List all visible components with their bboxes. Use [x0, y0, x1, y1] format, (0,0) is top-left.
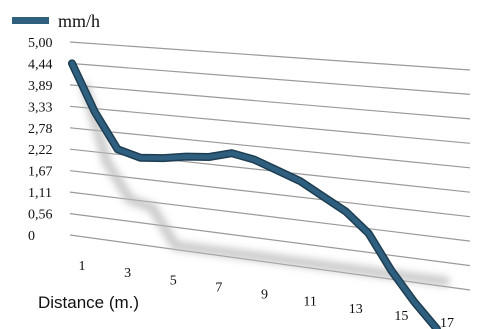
x-tick-label: 13: [349, 302, 363, 317]
data-point: [276, 169, 278, 171]
y-tick-label: 0: [28, 229, 35, 244]
x-tick-label: 9: [261, 288, 268, 303]
x-axis-ticks: 1 3 5 7 9 11 13 15 17: [79, 259, 455, 329]
x-tick-label: 3: [124, 266, 131, 281]
legend-label: mm/h: [58, 11, 100, 31]
data-point: [185, 156, 187, 158]
data-point: [94, 111, 96, 113]
data-point: [71, 62, 73, 64]
y-tick-label: 5,00: [28, 36, 53, 51]
grid-line: [69, 170, 471, 218]
y-tick-label: 4,44: [28, 57, 53, 72]
grid-line: [69, 41, 471, 71]
y-tick-label: 0,56: [28, 208, 53, 223]
legend: mm/h: [12, 11, 100, 31]
series-shadow-path: [79, 82, 450, 287]
x-tick-label: 1: [79, 259, 86, 274]
data-point: [162, 157, 164, 159]
x-tick-label: 11: [303, 295, 316, 310]
series-layer: [68, 59, 441, 329]
x-tick-label: 15: [394, 309, 408, 324]
y-tick-label: 1,11: [28, 186, 52, 201]
y-tick-label: 3,33: [28, 100, 53, 115]
x-axis-label: Distance (m.): [38, 293, 139, 312]
x-tick-label: 5: [170, 273, 177, 288]
data-point: [345, 211, 347, 212]
grid-line: [69, 127, 471, 169]
y-tick-label: 2,22: [28, 143, 53, 158]
data-point: [390, 270, 392, 272]
data-point: [322, 195, 324, 197]
grid-line: [69, 105, 471, 144]
data-point: [139, 157, 141, 159]
x-tick-label: 17: [440, 316, 454, 329]
y-tick-label: 3,89: [28, 79, 53, 94]
grid-line: [69, 213, 471, 267]
grid-line: [69, 84, 471, 120]
data-point: [413, 301, 415, 303]
grid-line: [69, 62, 471, 95]
data-point: [208, 156, 210, 158]
data-point: [368, 232, 370, 234]
y-axis-ticks: 0 0,56 1,11 1,67 2,22 2,78 3,33 3,89 4,44 5,00: [28, 36, 53, 244]
series-shadow: [79, 82, 450, 287]
y-tick-label: 2,78: [28, 122, 53, 137]
y-tick-label: 1,67: [28, 165, 53, 180]
data-point: [231, 152, 233, 154]
data-point: [117, 148, 119, 150]
data-point: [254, 159, 255, 161]
data-point: [299, 180, 301, 182]
x-tick-label: 7: [215, 280, 222, 295]
legend-swatch: [12, 17, 49, 24]
